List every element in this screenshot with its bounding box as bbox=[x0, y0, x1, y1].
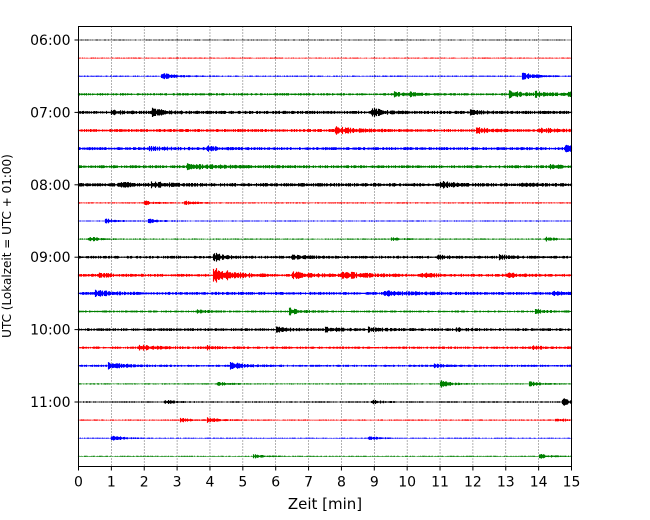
y-tick-label: 10:00 bbox=[30, 323, 70, 339]
x-tick-label: 7 bbox=[304, 475, 313, 491]
x-axis-ticks: 0 1 2 3 4 5 6 7 8 9 10 11 12 13 14 15 bbox=[74, 466, 581, 491]
y-tick-label: 06:00 bbox=[30, 33, 70, 49]
plot-frame bbox=[78, 26, 572, 467]
x-tick-label: 13 bbox=[497, 475, 515, 491]
x-tick-label: 14 bbox=[530, 475, 548, 491]
y-tick-label: 08:00 bbox=[30, 178, 70, 194]
x-tick-label: 9 bbox=[370, 475, 379, 491]
x-axis-label: Zeit [min] bbox=[288, 495, 362, 513]
x-tick-label: 1 bbox=[107, 475, 116, 491]
x-tick-label: 8 bbox=[337, 475, 346, 491]
x-tick-label: 10 bbox=[398, 475, 416, 491]
x-tick-label: 15 bbox=[563, 475, 581, 491]
y-tick-label: 11:00 bbox=[30, 395, 70, 411]
x-tick-label: 6 bbox=[271, 475, 280, 491]
x-tick-label: 5 bbox=[238, 475, 247, 491]
x-tick-label: 12 bbox=[464, 475, 482, 491]
y-tick-label: 09:00 bbox=[30, 250, 70, 266]
x-tick-label: 2 bbox=[140, 475, 149, 491]
x-tick-label: 11 bbox=[431, 475, 449, 491]
x-tick-label: 4 bbox=[206, 475, 215, 491]
x-tick-label: 0 bbox=[74, 475, 83, 491]
y-axis-ticks: 06:00 07:00 08:00 09:00 10:00 11:00 bbox=[30, 33, 79, 411]
x-gridlines bbox=[111, 26, 539, 467]
y-tick-label: 07:00 bbox=[30, 105, 70, 121]
x-tick-label: 3 bbox=[173, 475, 182, 491]
y-axis-label: UTC (Lokalzeit = UTC + 01:00) bbox=[0, 154, 14, 338]
